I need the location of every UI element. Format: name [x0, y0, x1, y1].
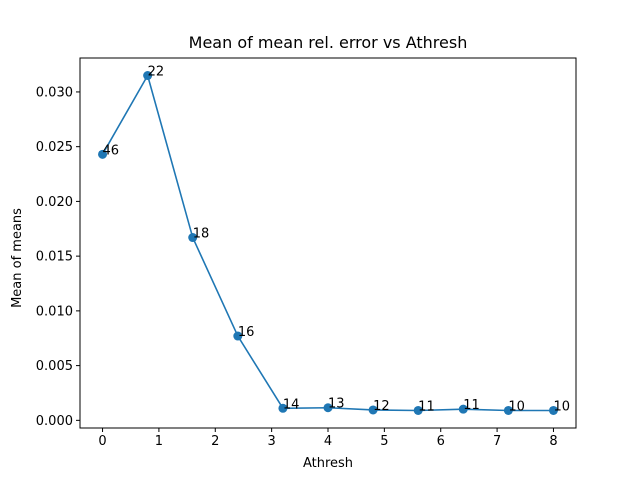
y-axis-label: Mean of means — [10, 208, 25, 308]
x-tick-label: 6 — [437, 434, 445, 449]
data-point — [278, 403, 288, 413]
data-label: 22 — [148, 65, 165, 80]
data-point — [143, 71, 153, 81]
data-point — [188, 233, 198, 243]
data-label: 10 — [553, 399, 570, 414]
x-tick-label: 0 — [98, 434, 106, 449]
x-tick-label: 8 — [549, 434, 557, 449]
data-label: 14 — [283, 397, 300, 412]
data-point — [503, 405, 513, 415]
data-label: 10 — [508, 399, 525, 414]
data-point — [548, 405, 558, 415]
x-tick-label: 2 — [211, 434, 219, 449]
y-tick-label: 0.005 — [36, 359, 73, 374]
data-point — [458, 404, 468, 414]
y-tick-label: 0.000 — [36, 414, 73, 429]
y-tick-label: 0.010 — [36, 304, 73, 319]
x-axis-label: Athresh — [303, 456, 353, 471]
data-point — [413, 405, 423, 415]
series-layer — [98, 71, 558, 415]
x-tick-label: 4 — [324, 434, 332, 449]
x-tick-label: 7 — [493, 434, 501, 449]
data-label: 46 — [103, 143, 120, 158]
x-axis-ticks: 0 1 2 3 4 5 6 7 8 — [98, 428, 558, 449]
chart-title: Mean of mean rel. error vs Athresh — [189, 33, 468, 52]
data-label: 18 — [193, 227, 210, 242]
x-tick-label: 3 — [267, 434, 275, 449]
y-tick-label: 0.025 — [36, 140, 73, 155]
data-point — [368, 405, 378, 415]
data-point — [98, 149, 108, 159]
data-label: 12 — [373, 399, 390, 414]
y-tick-label: 0.020 — [36, 195, 73, 210]
data-label: 11 — [418, 399, 435, 414]
data-point — [323, 403, 333, 413]
data-label: 13 — [328, 397, 345, 412]
data-point — [233, 331, 243, 341]
y-axis-ticks: 0.000 0.005 0.010 0.015 0.020 0.025 0.030 — [36, 85, 80, 429]
data-label: 11 — [463, 398, 480, 413]
point-labels-layer: 46 22 18 16 14 13 12 11 11 10 10 — [103, 65, 570, 415]
y-tick-label: 0.015 — [36, 250, 73, 265]
data-label: 16 — [238, 325, 255, 340]
x-tick-label: 5 — [380, 434, 388, 449]
x-tick-label: 1 — [155, 434, 163, 449]
y-tick-label: 0.030 — [36, 85, 73, 100]
